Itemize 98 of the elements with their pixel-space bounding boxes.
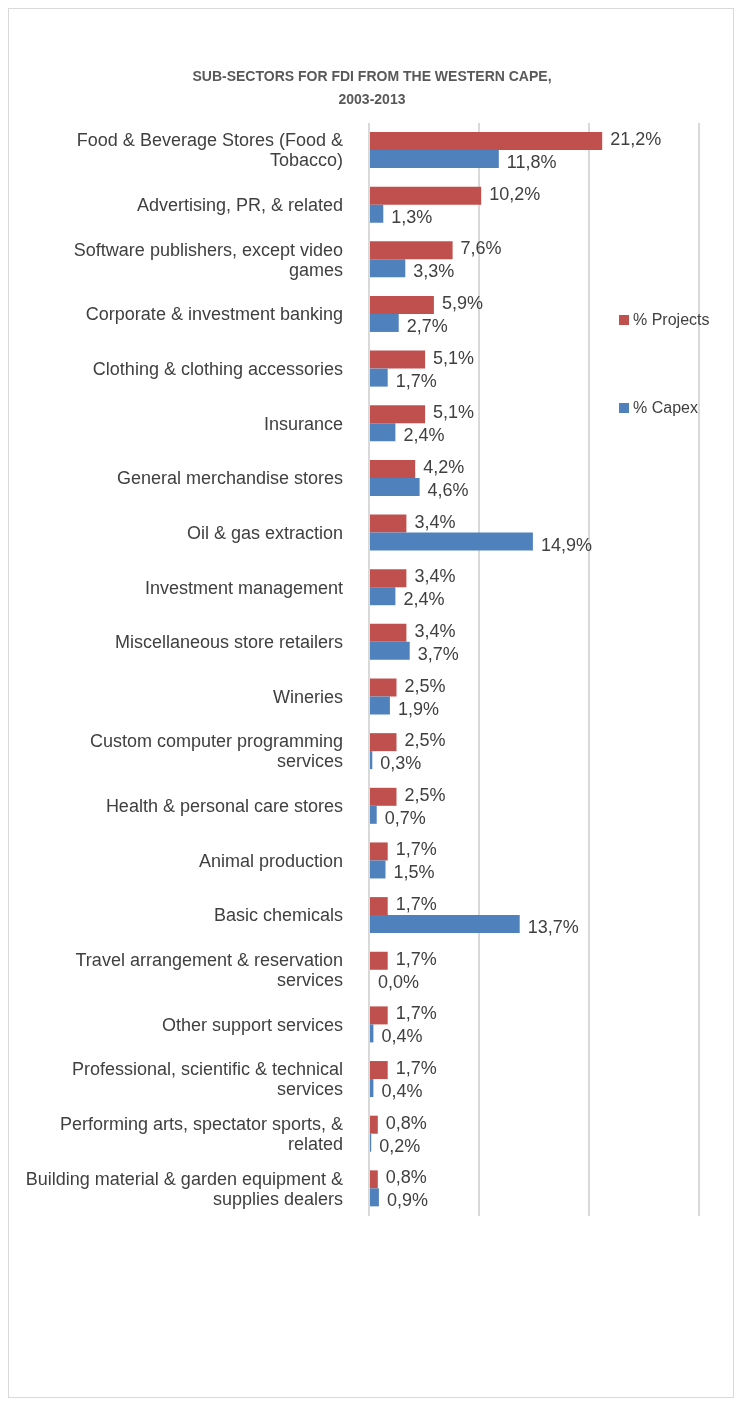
data-label: 3,7% [417,643,459,664]
bar [369,532,533,551]
data-label: 3,4% [414,620,456,641]
data-label: 5,9% [441,292,483,313]
data-label: 2,5% [404,675,446,696]
data-label: 2,4% [403,589,445,610]
bar [369,1061,388,1080]
bar [369,623,407,642]
y-tick-label: Corporate & investment banking [85,304,343,325]
bar [369,459,416,478]
legend-label: % Capex [633,399,698,417]
y-tick-label: General merchandise stores [116,468,343,489]
data-label: 1,7% [395,1058,437,1079]
y-tick-label: Insurance [263,413,343,434]
bar [369,1115,378,1134]
bar [369,951,388,970]
data-label: 21,2% [610,129,662,149]
bar [369,204,384,223]
data-label: 0,8% [385,1167,427,1188]
y-tick-label: Animal production [198,850,343,871]
y-tick-label: Building material & garden equipment & supplies dealers [25,1168,343,1209]
y-tick-label: Clothing & clothing accessories [92,358,343,379]
legend-label: % Projects [633,311,710,329]
y-tick-label: Professional, scientific & technical services [71,1059,343,1100]
bar [369,678,397,697]
bar [369,860,386,879]
bar [369,186,482,205]
bar [369,514,407,533]
data-label: 3,4% [414,566,456,587]
data-label: 4,2% [423,456,465,477]
bar [369,350,426,369]
y-tick-label: Health & personal care stores [105,796,343,817]
bar [369,368,388,387]
data-label: 0,9% [386,1190,428,1211]
data-label: 5,1% [433,347,475,368]
bar [369,1006,388,1025]
data-label: 0,4% [381,1081,423,1102]
data-label: 3,3% [413,261,455,282]
data-label: 0,0% [378,971,420,992]
y-tick-label: Miscellaneous store retailers [114,632,343,653]
data-label: 2,7% [406,315,448,336]
y-tick-label: Other support services [161,1014,343,1035]
bar [369,405,426,424]
bar [369,733,397,752]
data-label: 14,9% [540,534,592,555]
y-tick-label: Investment management [144,577,343,598]
bar [369,587,396,606]
data-label: 0,7% [384,807,426,828]
y-tick-label: Wineries [272,686,343,707]
data-label: 0,2% [379,1135,421,1156]
bar [369,313,399,332]
data-label: 11,8% [506,152,557,172]
data-label: 7,6% [460,238,502,259]
data-label: 13,7% [527,917,579,938]
bar [369,477,420,496]
data-label: 1,7% [395,948,437,969]
data-label: 1,7% [395,839,437,860]
bar [369,1188,379,1207]
bar [369,787,397,806]
data-label: 1,5% [393,862,435,883]
data-label: 2,5% [404,784,446,805]
bar [369,641,410,660]
data-label: 2,5% [404,730,446,751]
y-tick-label: Basic chemicals [213,905,343,926]
bar [369,295,434,314]
y-tick-label: Oil & gas extraction [186,522,343,543]
bar [369,259,406,278]
data-label: 0,4% [381,1026,423,1047]
bar [369,241,453,260]
data-label: 0,3% [380,753,422,774]
bar [369,1170,378,1189]
data-label: 2,4% [403,425,445,446]
bar [369,423,396,442]
bar [369,915,520,934]
data-label: 1,7% [395,894,437,915]
bar [369,842,388,861]
bar [369,150,499,168]
bar [369,897,388,916]
data-label: 0,8% [385,1112,427,1133]
bar [369,569,407,588]
bar [369,805,377,824]
y-tick-label: Software publishers, except video games [73,239,343,280]
bar [369,696,390,715]
data-label: 1,7% [395,1003,437,1024]
y-tick-label: Food & Beverage Stores (Food & Tobacco) [76,130,343,171]
y-tick-label: Travel arrangement & reservation services [75,950,343,991]
data-label: 1,9% [397,698,439,719]
chart-title: SUB-SECTORS FOR FDI FROM THE WESTERN CAPE, 2003-2013 [191,67,553,109]
data-label: 1,3% [391,206,433,227]
bar [369,132,603,150]
data-label: 3,4% [414,511,456,532]
data-label: 4,6% [427,479,469,500]
data-label: 1,7% [395,370,437,391]
data-label: 5,1% [433,402,475,423]
y-tick-label: Performing arts, spectator sports, & related [59,1114,343,1155]
y-tick-label: Custom computer programming services [89,731,343,772]
y-tick-label: Advertising, PR, & related [136,194,343,215]
data-label: 10,2% [489,183,541,204]
